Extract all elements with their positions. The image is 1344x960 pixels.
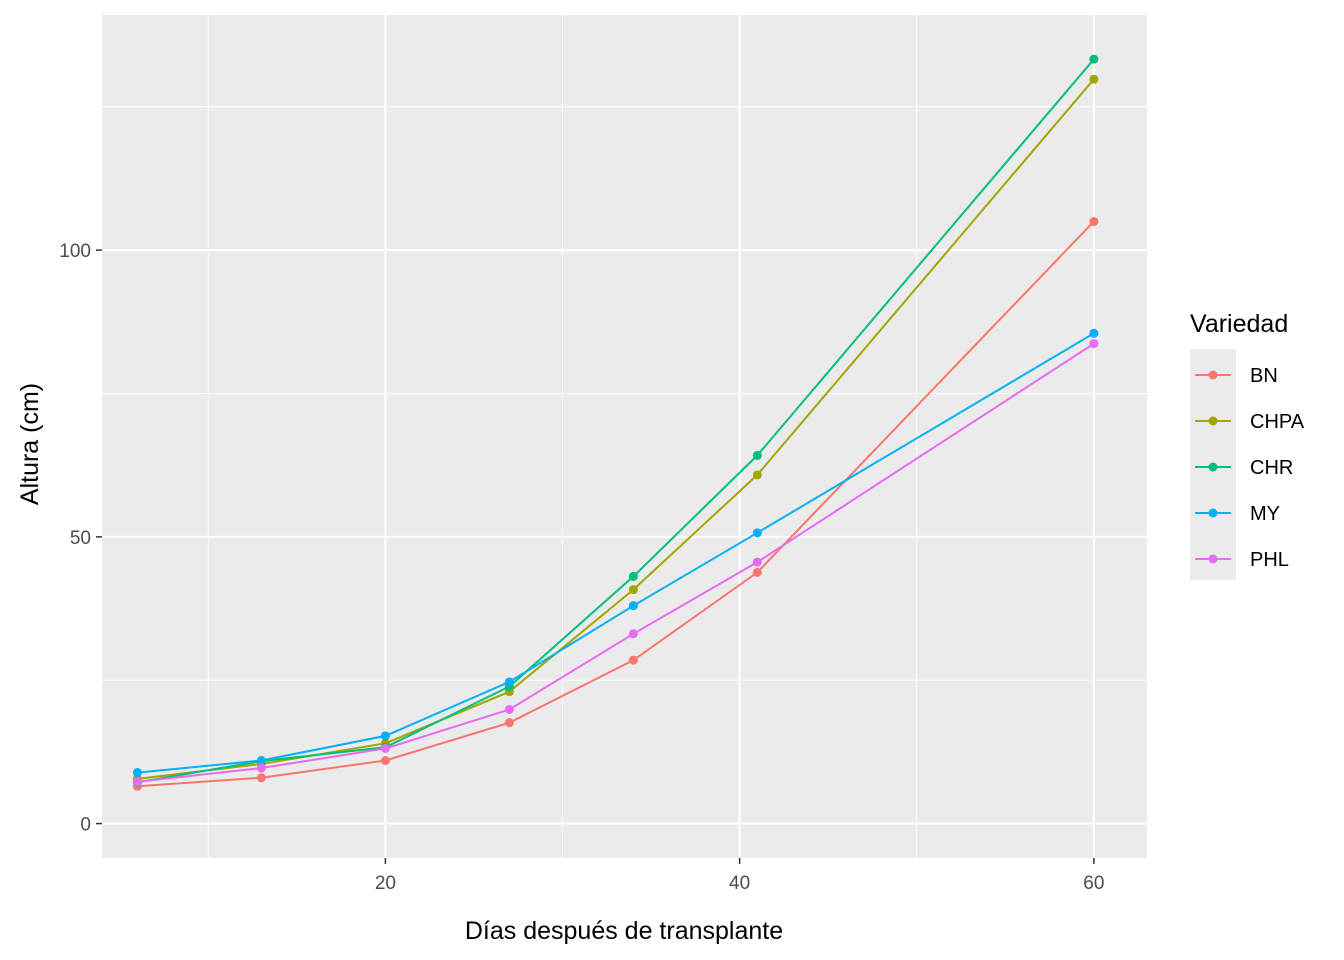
x-axis: 20 40 60 [375, 858, 1104, 894]
legend-key-point [1208, 508, 1218, 518]
data-point-bn [628, 655, 638, 665]
data-point-bn [256, 773, 266, 783]
data-point-bn [504, 718, 514, 728]
data-point-phl [132, 777, 142, 787]
legend-title: Variedad [1190, 310, 1288, 338]
data-point-phl [1089, 339, 1099, 349]
data-point-phl [380, 743, 390, 753]
panel-background [102, 15, 1147, 858]
legend-label: MY [1250, 503, 1280, 525]
data-point-phl [504, 704, 514, 714]
data-point-my [132, 768, 142, 778]
data-point-phl [256, 763, 266, 773]
x-axis-title: Días después de transplante [465, 917, 783, 945]
y-tick-label: 50 [70, 528, 91, 549]
data-point-my [628, 601, 638, 611]
minor-gridlines [102, 15, 1147, 858]
y-tick-label: 0 [80, 815, 91, 836]
data-point-chpa [628, 585, 638, 595]
legend-key-point [1208, 554, 1218, 564]
data-point-chr [1089, 54, 1099, 64]
legend-items: BN CHPA CHR MY PHL [1195, 365, 1305, 571]
legend-label: PHL [1250, 549, 1289, 571]
major-gridlines [102, 15, 1147, 858]
data-point-my [256, 756, 266, 766]
y-tick-label: 100 [59, 241, 91, 262]
series-layer [132, 54, 1099, 791]
data-point-chr [628, 571, 638, 581]
data-point-chpa [752, 470, 762, 480]
legend-key-point [1208, 462, 1218, 472]
legend-label: CHR [1250, 457, 1293, 479]
y-axis-title: Altura (cm) [16, 383, 44, 505]
x-tick-label: 60 [1083, 873, 1104, 894]
x-tick-label: 40 [729, 873, 750, 894]
data-point-bn [380, 756, 390, 766]
data-point-my [504, 677, 514, 687]
data-point-chr [752, 450, 762, 460]
legend-label: BN [1250, 365, 1278, 387]
legend: Variedad BN CHPA CHR MY PHL [1190, 310, 1305, 580]
legend-label: CHPA [1250, 411, 1305, 433]
x-tick-label: 20 [375, 873, 396, 894]
legend-key-point [1208, 416, 1218, 426]
data-point-chpa [1089, 74, 1099, 84]
data-point-my [752, 528, 762, 538]
data-point-bn [752, 567, 762, 577]
data-point-my [1089, 328, 1099, 338]
legend-key-point [1208, 370, 1218, 380]
y-axis: 0 50 100 [59, 241, 102, 836]
data-point-my [380, 731, 390, 741]
data-point-phl [752, 557, 762, 567]
data-point-phl [628, 629, 638, 639]
data-point-bn [1089, 216, 1099, 226]
